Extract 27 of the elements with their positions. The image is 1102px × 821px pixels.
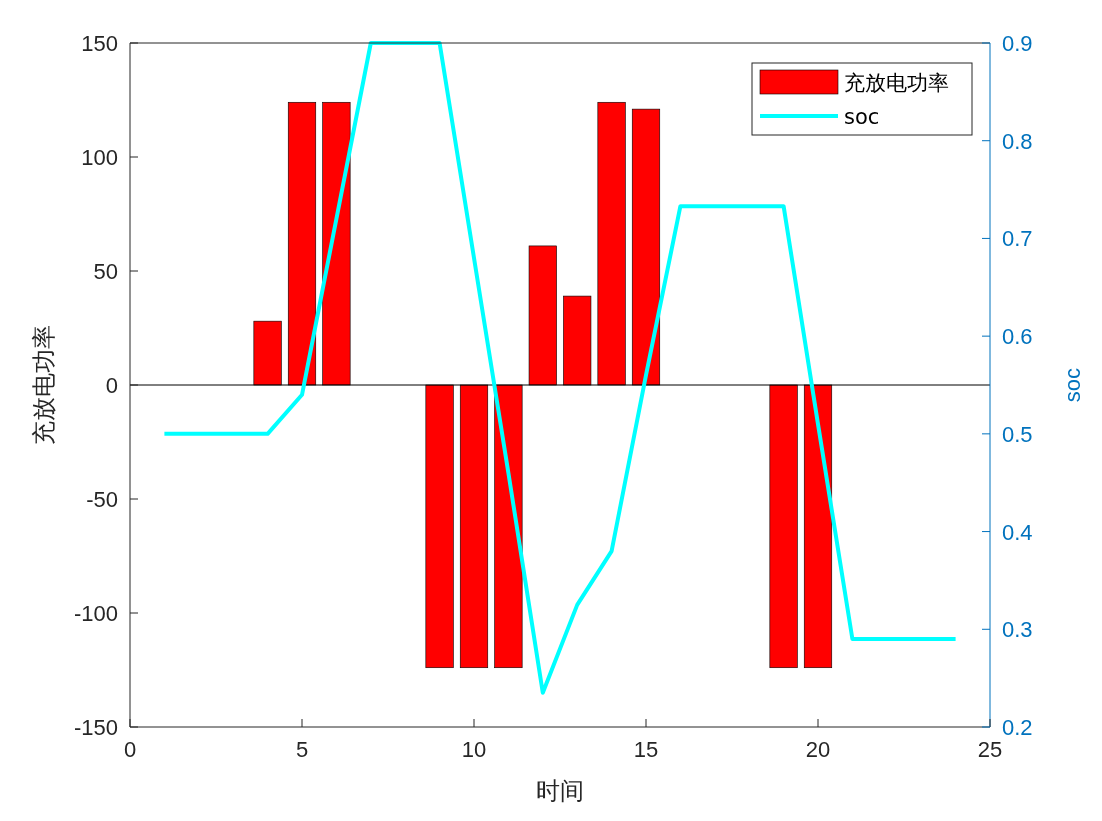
- y-tick-label: -50: [86, 487, 118, 512]
- y-tick-label: 0: [105, 373, 118, 398]
- y2-tick-label: 0.8: [1002, 128, 1033, 154]
- line-series: [162, 41, 958, 695]
- y-tick-label: 100: [81, 145, 118, 170]
- x-tick-label: 5: [295, 737, 309, 762]
- y2-tick-label: 0.9: [1002, 31, 1033, 56]
- y2-tick-label: 0.2: [1002, 715, 1033, 740]
- y-axis-title: 充放电功率: [30, 325, 58, 445]
- x-tick-label: 10: [461, 737, 487, 762]
- y2-tick-label: 0.5: [1002, 421, 1033, 447]
- y2-axis-title: soc: [1060, 367, 1085, 403]
- y-tick-label: -100: [73, 601, 118, 626]
- x-tick-label: 20: [805, 737, 831, 762]
- y2-tick-label: 0.3: [1002, 617, 1033, 643]
- x-tick-label: 25: [977, 737, 1003, 762]
- y2-tick-label: 0.4: [1002, 519, 1033, 545]
- y2-tick-label: 0.7: [1002, 226, 1033, 252]
- y-tick-label: 50: [93, 259, 118, 284]
- y2-tick-label: 0.6: [1002, 324, 1033, 350]
- legend-label: 充放电功率: [844, 71, 949, 95]
- x-tick-label: 15: [633, 737, 659, 762]
- x-axis-title: 时间: [536, 777, 584, 805]
- y-tick-label: -150: [73, 715, 118, 740]
- legend-label: soc: [844, 105, 880, 129]
- x-tick-label: 0: [123, 737, 137, 762]
- y-tick-label: 150: [81, 31, 118, 56]
